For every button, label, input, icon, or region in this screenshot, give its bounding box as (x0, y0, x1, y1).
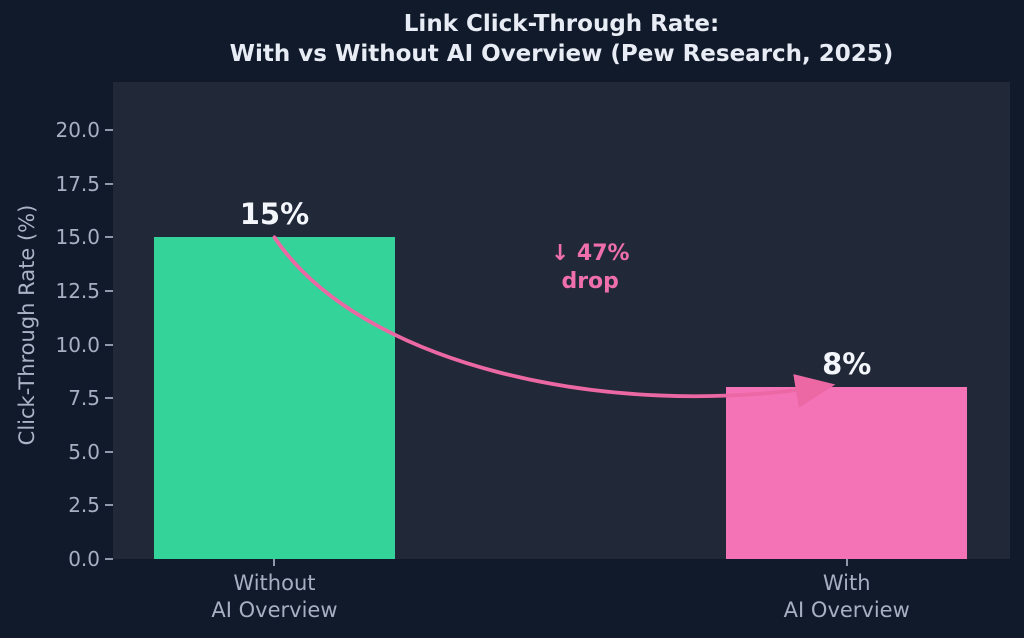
y-tick-label: 12.5 (55, 278, 100, 303)
x-tick-label-line: AI Overview (783, 598, 910, 622)
drop-annotation: ↓ 47% drop (551, 240, 630, 296)
drop-annotation-line2: drop (561, 269, 619, 294)
y-tick-label: 5.0 (68, 439, 100, 464)
bar-value-label: 8% (822, 347, 872, 382)
chart-title-line1: Link Click-Through Rate: (403, 11, 720, 37)
chart-title: Link Click-Through Rate: With vs Without… (113, 9, 1010, 69)
bar-without-ai-overview (153, 237, 396, 559)
y-tick-mark (105, 397, 113, 400)
drop-annotation-line1: ↓ 47% (550, 241, 630, 266)
drop-arrow (272, 235, 836, 408)
x-tick-mark (273, 559, 276, 566)
x-tick-label-line: With (822, 571, 871, 595)
y-tick-mark (105, 558, 113, 560)
y-tick-label: 15.0 (55, 225, 100, 250)
y-tick-mark (105, 504, 113, 507)
y-tick-mark (105, 129, 113, 132)
chart-title-line2: With vs Without AI Overview (Pew Researc… (229, 41, 894, 67)
x-tick-mark (845, 559, 848, 566)
y-tick-label: 17.5 (55, 171, 100, 196)
bar-value-label: 15% (239, 197, 310, 232)
y-tick-label: 10.0 (55, 332, 100, 357)
x-tick-label-without-ai-overview: Without AI Overview (211, 570, 337, 624)
x-tick-label-with-ai-overview: With AI Overview (784, 570, 910, 624)
y-tick-mark (105, 182, 113, 185)
y-tick-label: 2.5 (68, 493, 100, 518)
y-tick-label: 20.0 (55, 118, 100, 143)
y-tick-mark (105, 343, 113, 346)
plot-area: ↓ 47% drop 15% 8% (113, 82, 1010, 559)
y-tick-mark (105, 450, 113, 453)
bar-with-ai-overview (726, 387, 968, 559)
y-tick-mark (105, 236, 113, 239)
y-tick-label: 7.5 (68, 386, 100, 411)
x-tick-label-line: Without (233, 571, 316, 595)
x-tick-label-line: AI Overview (211, 598, 338, 622)
y-tick-label: 0.0 (68, 547, 100, 571)
y-tick-mark (105, 289, 113, 292)
